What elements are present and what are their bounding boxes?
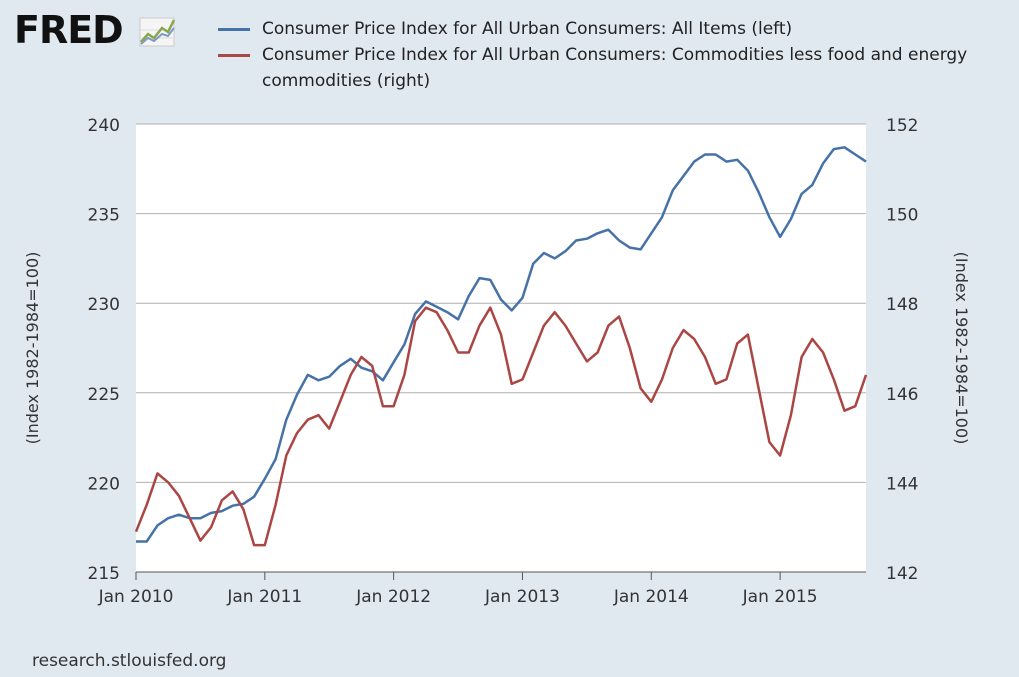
y-right-tick-label: 146 — [886, 385, 918, 405]
x-tick-label: Jan 2013 — [484, 587, 560, 607]
series-line-1 — [134, 306, 868, 547]
y-right-tick-label: 152 — [886, 116, 918, 136]
x-tick-label: Jan 2010 — [98, 587, 174, 607]
x-tick-label: Jan 2011 — [226, 587, 302, 607]
y-left-tick-label: 230 — [88, 295, 120, 315]
legend-label: Consumer Price Index for All Urban Consu… — [262, 19, 793, 39]
y-right-tick-label: 144 — [886, 474, 918, 494]
y-left-tick-label: 240 — [88, 116, 120, 136]
y-axis-right: 142 144 146 148 150 152 — [886, 116, 918, 584]
y-axis-left-label: (Index 1982-1984=100) — [23, 252, 42, 445]
y-axis-left: 215 220 225 230 235 240 — [88, 116, 120, 584]
y-left-tick-label: 220 — [88, 474, 120, 494]
y-right-tick-label: 148 — [886, 295, 918, 315]
y-right-tick-label: 142 — [886, 564, 918, 584]
line-graph-icon — [139, 17, 176, 47]
legend-item-all-items[interactable]: Consumer Price Index for All Urban Consu… — [218, 16, 998, 42]
legend-item-commodities[interactable]: Consumer Price Index for All Urban Consu… — [218, 42, 998, 94]
series-group — [134, 146, 868, 547]
x-tick-label: Jan 2015 — [742, 587, 818, 607]
legend-label: Consumer Price Index for All Urban Consu… — [262, 45, 968, 91]
legend-swatch-blue — [218, 28, 250, 31]
plot-area — [136, 124, 866, 572]
chart-legend: Consumer Price Index for All Urban Consu… — [218, 16, 998, 94]
y-left-tick-label: 235 — [88, 206, 120, 226]
series-line-0 — [136, 146, 867, 543]
x-axis: Jan 2010 Jan 2011 Jan 2012 Jan 2013 Jan 2014… — [98, 571, 866, 607]
y-left-tick-label: 225 — [88, 385, 120, 405]
y-left-tick-label: 215 — [88, 564, 120, 584]
y-right-tick-label: 150 — [886, 206, 918, 226]
logo-text: FRED — [14, 8, 124, 52]
y-axis-right-label: (Index 1982-1984=100) — [952, 252, 971, 445]
source-link[interactable]: research.stlouisfed.org — [32, 651, 227, 671]
x-tick-label: Jan 2014 — [613, 587, 689, 607]
legend-swatch-red — [218, 54, 250, 57]
x-tick-label: Jan 2012 — [355, 587, 431, 607]
